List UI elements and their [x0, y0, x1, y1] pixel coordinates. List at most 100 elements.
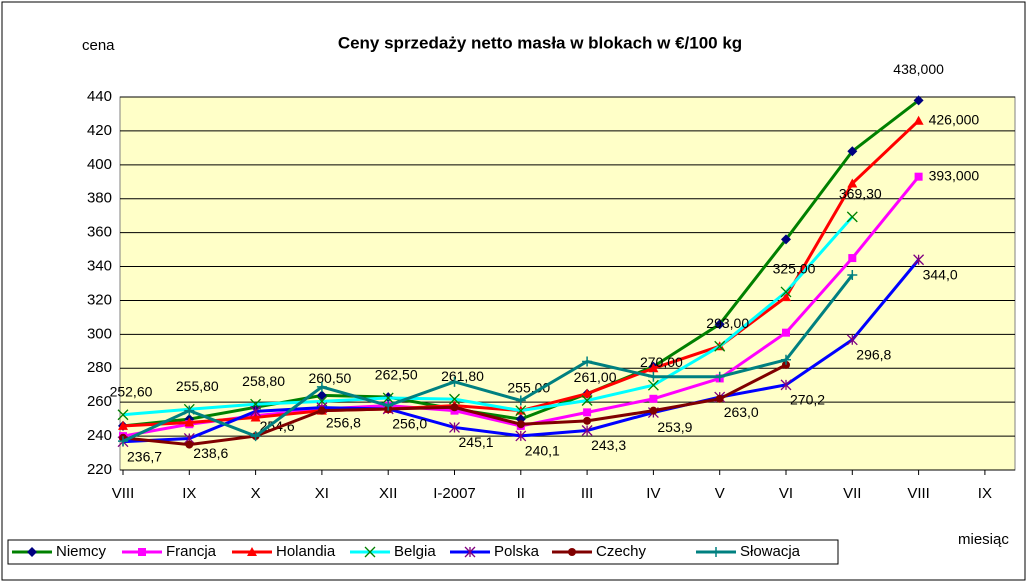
data-label: 263,0 — [724, 404, 759, 420]
plot-area — [119, 96, 1016, 471]
data-point — [913, 115, 924, 125]
legend-label: Francja — [166, 543, 217, 560]
data-label: 258,80 — [242, 373, 285, 389]
x-tick-label: VIII — [907, 485, 930, 502]
data-point — [781, 292, 791, 302]
x-tick-label: VII — [843, 485, 861, 502]
data-point — [250, 431, 261, 442]
x-tick-label: VI — [779, 485, 793, 502]
data-label: 255,00 — [507, 379, 550, 395]
legend-marker — [364, 546, 376, 558]
legend-marker — [138, 548, 146, 556]
data-point — [515, 405, 527, 417]
data-label: 243,3 — [591, 437, 626, 453]
data-point — [648, 371, 659, 382]
y-tick-label: 420 — [87, 122, 112, 139]
y-axis-label: cena — [82, 37, 115, 54]
data-point — [582, 356, 593, 367]
y-tick-label: 320 — [87, 291, 112, 308]
data-point — [581, 395, 593, 406]
y-tick-label: 440 — [87, 88, 112, 105]
x-tick-label: XII — [379, 485, 397, 502]
data-point — [316, 390, 327, 401]
data-point — [714, 319, 725, 330]
x-tick-label: V — [715, 485, 725, 502]
data-label: 261,80 — [441, 368, 484, 384]
y-tick-label: 240 — [87, 427, 112, 444]
x-tick-label: III — [581, 485, 594, 502]
data-label: 245,1 — [459, 434, 494, 450]
data-point — [780, 286, 792, 298]
x-tick-label: X — [251, 485, 261, 502]
data-point — [185, 440, 194, 449]
y-tick-label: 300 — [87, 325, 112, 342]
data-label: 253,9 — [657, 419, 692, 435]
data-point — [117, 409, 129, 421]
data-point — [516, 420, 525, 429]
data-label: 238,6 — [193, 445, 228, 461]
data-point — [382, 392, 394, 404]
data-label: 344,0 — [923, 266, 958, 282]
x-tick-label: IX — [978, 485, 992, 502]
data-label: 296,8 — [856, 346, 891, 362]
legend-label: Polska — [494, 543, 540, 560]
data-label: 369,30 — [839, 186, 882, 202]
data-point — [647, 379, 659, 391]
legend-label: Niemcy — [56, 543, 107, 560]
y-tick-label: 400 — [87, 156, 112, 173]
legend-label: Słowacja — [740, 543, 801, 560]
data-point — [846, 334, 858, 346]
x-tick-label: IX — [182, 485, 196, 502]
data-point — [847, 178, 858, 188]
data-point — [383, 400, 394, 411]
y-tick-label: 220 — [87, 461, 112, 478]
x-tick-label: I-2007 — [433, 485, 476, 502]
data-point — [846, 211, 858, 223]
data-point — [649, 406, 658, 415]
data-point — [782, 360, 790, 369]
data-point — [913, 254, 925, 266]
data-point — [782, 328, 790, 337]
legend-marker — [711, 547, 721, 557]
data-point — [515, 395, 526, 406]
data-label: 261,00 — [574, 369, 617, 385]
data-point — [847, 146, 858, 157]
data-label: 256,0 — [392, 416, 427, 432]
data-point — [515, 430, 527, 442]
data-point — [648, 363, 659, 373]
data-point — [582, 388, 593, 398]
legend-marker — [27, 547, 37, 557]
data-point — [316, 381, 327, 392]
series-line — [122, 274, 854, 443]
y-tick-label: 340 — [87, 258, 112, 275]
data-point — [184, 417, 195, 427]
data-point — [847, 270, 858, 281]
data-label: 270,2 — [790, 392, 825, 408]
data-label: 293,00 — [706, 315, 749, 331]
data-point — [118, 420, 128, 430]
data-point — [649, 394, 658, 403]
data-label: 256,8 — [326, 414, 361, 430]
data-point — [583, 408, 592, 417]
legend-marker — [568, 548, 576, 556]
data-point — [714, 371, 725, 382]
legend-marker — [247, 547, 257, 556]
data-label: 260,50 — [308, 370, 351, 386]
data-label: 255,80 — [176, 378, 219, 394]
data-label: 325,00 — [773, 261, 816, 277]
data-point — [914, 172, 923, 181]
data-point — [781, 354, 791, 365]
data-label: 426,000 — [929, 111, 980, 127]
data-point — [250, 405, 262, 417]
data-point — [449, 376, 460, 387]
series-line — [122, 215, 854, 417]
data-label: 262,50 — [375, 367, 418, 383]
x-tick-label: IV — [646, 485, 660, 502]
data-point — [184, 405, 195, 416]
data-point — [450, 403, 459, 412]
data-label: 240,1 — [525, 443, 560, 459]
x-tick-label: VIII — [112, 485, 135, 502]
data-point — [848, 254, 857, 263]
data-point — [780, 379, 792, 391]
